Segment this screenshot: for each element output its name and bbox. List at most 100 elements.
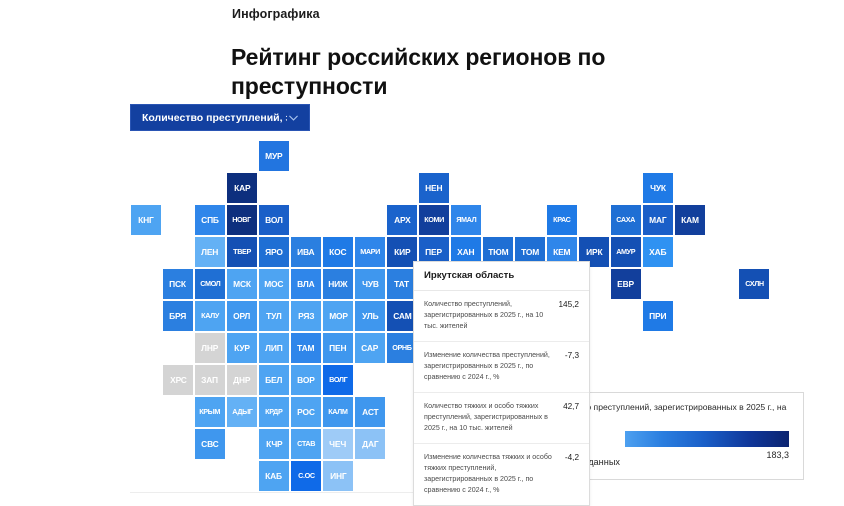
map-tile-кнг[interactable]: КНГ [130,204,162,236]
map-tile-label: ХРС [169,374,187,385]
map-tile-вол[interactable]: ВОЛ [258,204,290,236]
map-tile-став[interactable]: СТАВ [290,428,322,460]
map-tile-label: СТАВ [297,439,315,449]
map-tile-яро[interactable]: ЯРО [258,236,290,268]
map-tile-кос[interactable]: КОС [322,236,354,268]
map-tile-label: КЧР [265,438,283,449]
map-tile-новг[interactable]: НОВГ [226,204,258,236]
map-tile-сос[interactable]: С.ОС [290,460,322,492]
map-tile-label: КРДР [265,407,283,417]
map-tile-маг[interactable]: МАГ [642,204,674,236]
map-tile-мор[interactable]: МОР [322,300,354,332]
map-tile-каб[interactable]: КАБ [258,460,290,492]
map-tile-при[interactable]: ПРИ [642,300,674,332]
map-tile-мск[interactable]: МСК [226,268,258,300]
map-tile-там[interactable]: ТАМ [290,332,322,364]
map-tile-лнр[interactable]: ЛНР [194,332,226,364]
map-tile-саха[interactable]: САХА [610,204,642,236]
map-tile-бел[interactable]: БЕЛ [258,364,290,396]
map-tile-крас[interactable]: КРАС [546,204,578,236]
map-tile-хрс[interactable]: ХРС [162,364,194,396]
map-tile-амур[interactable]: АМУР [610,236,642,268]
map-tile-нен[interactable]: НЕН [418,172,450,204]
map-tile-label: КАМ [681,214,699,225]
map-tile-label: ТЮМ [487,246,509,257]
map-tile-кур[interactable]: КУР [226,332,258,364]
map-tile-ряз[interactable]: РЯЗ [290,300,322,332]
map-tile-label: САР [361,342,379,353]
map-tile-label: ТУЛ [266,310,282,321]
tooltip-region-name: Иркутская область [414,262,589,291]
map-tile-инг[interactable]: ИНГ [322,460,354,492]
map-tile-label: ВОР [297,374,315,385]
map-tile-арх[interactable]: АРХ [386,204,418,236]
map-tile-уль[interactable]: УЛЬ [354,300,386,332]
map-tile-мур[interactable]: МУР [258,140,290,172]
map-tile-рос[interactable]: РОС [290,396,322,428]
map-tile-свс[interactable]: СВС [194,428,226,460]
map-tile-смол[interactable]: СМОЛ [194,268,226,300]
map-tile-тул[interactable]: ТУЛ [258,300,290,332]
kicker-label: Инфографика [232,7,320,21]
map-tile-мари[interactable]: МАРИ [354,236,386,268]
tooltip-row-label: Изменение количества преступлений, зарег… [424,350,550,381]
map-tile-твер[interactable]: ТВЕР [226,236,258,268]
map-tile-калу[interactable]: КАЛУ [194,300,226,332]
map-tile-схлн[interactable]: СХЛН [738,268,770,300]
map-tile-пск[interactable]: ПСК [162,268,194,300]
map-tile-ниж[interactable]: НИЖ [322,268,354,300]
map-tile-пен[interactable]: ПЕН [322,332,354,364]
map-tile-орл[interactable]: ОРЛ [226,300,258,332]
map-tile-label: ТВЕР [233,247,251,257]
map-tile-label: НИЖ [328,278,348,289]
tooltip-row-value: -4,2 [564,452,579,462]
map-tile-волг[interactable]: ВОЛГ [322,364,354,396]
map-tile-аст[interactable]: АСТ [354,396,386,428]
map-tile-ямал[interactable]: ЯМАЛ [450,204,482,236]
map-tile-label: ЕВР [617,278,635,289]
legend-gradient-bar [625,431,789,447]
map-tile-вор[interactable]: ВОР [290,364,322,396]
map-tile-label: УЛЬ [361,310,379,321]
tooltip-row: Количество тяжких и особо тяжких преступ… [414,393,589,444]
map-tile-мос[interactable]: МОС [258,268,290,300]
map-tile-чук[interactable]: ЧУК [642,172,674,204]
map-tile-label: ЗАП [201,374,219,385]
map-tile-бря[interactable]: БРЯ [162,300,194,332]
map-tile-калм[interactable]: КАЛМ [322,396,354,428]
map-tile-крым[interactable]: КРЫМ [194,396,226,428]
map-tile-кир[interactable]: КИР [386,236,418,268]
map-tile-label: КАЛМ [328,407,348,417]
map-tile-лен[interactable]: ЛЕН [194,236,226,268]
map-tile-хаб[interactable]: ХАБ [642,236,674,268]
map-tile-label: БЕЛ [265,374,283,385]
map-tile-ива[interactable]: ИВА [290,236,322,268]
legend-nodata-label: Нет данных [570,457,621,467]
map-tile-крдр[interactable]: КРДР [258,396,290,428]
map-tile-label: ТАМ [297,342,315,353]
map-tile-коми[interactable]: КОМИ [418,204,450,236]
map-tile-спб[interactable]: СПБ [194,204,226,236]
map-tile-кар[interactable]: КАР [226,172,258,204]
map-tile-зап[interactable]: ЗАП [194,364,226,396]
tooltip-row-label: Изменение количества тяжких и особо тяжк… [424,452,552,494]
map-tile-label: ПРИ [649,310,667,321]
map-tile-чеч[interactable]: ЧЕЧ [322,428,354,460]
metric-dropdown[interactable]: Количество преступлений, за... [130,104,310,131]
map-tile-адыг[interactable]: АДЫГ [226,396,258,428]
map-tile-label: ЛНР [201,342,219,353]
map-tile-кам[interactable]: КАМ [674,204,706,236]
map-tile-лип[interactable]: ЛИП [258,332,290,364]
map-tile-вла[interactable]: ВЛА [290,268,322,300]
map-tile-кчр[interactable]: КЧР [258,428,290,460]
map-tile-label: ДАГ [361,438,379,449]
map-tile-сар[interactable]: САР [354,332,386,364]
map-tile-чув[interactable]: ЧУВ [354,268,386,300]
map-tile-евр[interactable]: ЕВР [610,268,642,300]
map-tile-label: ТОМ [521,246,539,257]
tooltip-row-value: 42,7 [563,401,579,411]
map-tile-днр[interactable]: ДНР [226,364,258,396]
map-tile-label: КАР [233,182,251,193]
map-tile-даг[interactable]: ДАГ [354,428,386,460]
map-tile-label: ОРЛ [233,310,251,321]
